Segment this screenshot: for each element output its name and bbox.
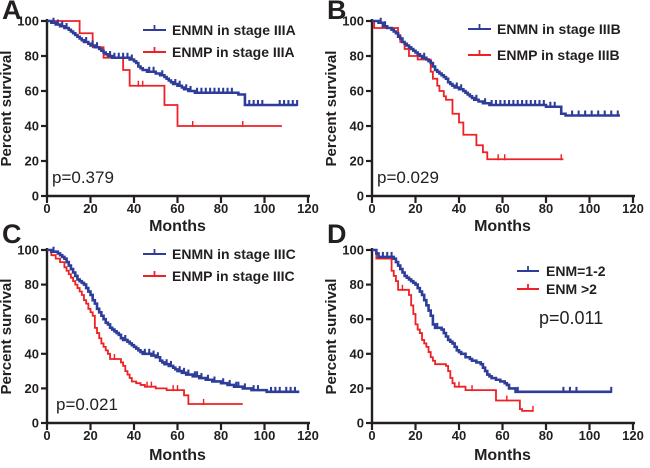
x-tick-label: 20 xyxy=(83,201,97,216)
y-tick-label: 100 xyxy=(17,243,39,258)
y-tick-label: 80 xyxy=(25,277,39,292)
x-tick-label: 80 xyxy=(214,201,228,216)
panel-c: C 0 20 40 60 80 100 0 20 40 60 80 100 120 Months Perce… xyxy=(0,221,325,468)
km-chart-stage-iiic: 0 20 40 60 80 100 0 20 40 60 80 100 120 Months Percent… xyxy=(0,243,319,465)
x-tick-label: 120 xyxy=(622,201,644,216)
x-tick-label: 60 xyxy=(170,201,184,216)
km-chart-stage-iiia: 0 20 40 60 80 100 0 20 40 60 80 100 120 Months Percent… xyxy=(0,14,319,236)
p-value-label: p=0.021 xyxy=(56,395,118,414)
y-tick-label: 0 xyxy=(357,416,364,431)
km-chart-stage-iiib: 0 20 40 60 80 100 0 20 40 60 80 100 120 Months Percent… xyxy=(323,14,644,236)
legend-label: ENMP in stage IIIB xyxy=(497,47,620,63)
y-tick-label: 40 xyxy=(350,346,364,361)
y-tick-label: 40 xyxy=(350,119,364,134)
x-tick-label: 0 xyxy=(43,428,50,443)
x-tick-label: 0 xyxy=(368,201,375,216)
x-tick-label: 120 xyxy=(297,201,319,216)
x-axis-title: Months xyxy=(474,218,531,235)
km-curve-blue xyxy=(372,19,620,117)
x-tick-label: 20 xyxy=(83,428,97,443)
x-tick-label: 60 xyxy=(495,428,509,443)
y-tick-label: 40 xyxy=(25,119,39,134)
x-axis-title: Months xyxy=(149,447,206,464)
km-curve-blue xyxy=(47,19,298,107)
y-tick-label: 60 xyxy=(25,84,39,99)
panel-d: D 0 20 40 60 80 100 0 20 40 60 80 100 120 Months Perce… xyxy=(323,221,650,468)
y-tick-label: 60 xyxy=(350,84,364,99)
y-axis-title: Percent survival xyxy=(0,279,15,395)
panel-letter-d: D xyxy=(327,219,347,249)
km-curve-red xyxy=(47,20,282,127)
y-tick-label: 100 xyxy=(342,243,364,258)
y-tick-label: 20 xyxy=(350,154,364,169)
y-tick-label: 80 xyxy=(350,49,364,64)
p-value-label: p=0.011 xyxy=(539,308,603,328)
legend-label: ENMN in stage IIIC xyxy=(172,246,296,262)
y-tick-label: 60 xyxy=(25,312,39,327)
x-tick-label: 100 xyxy=(254,201,276,216)
p-value-label: p=0.029 xyxy=(377,168,439,187)
km-curve-red xyxy=(372,20,564,161)
y-tick-label: 0 xyxy=(32,416,39,431)
y-axis-title: Percent survival xyxy=(323,279,340,395)
y-tick-label: 80 xyxy=(350,277,364,292)
x-tick-label: 80 xyxy=(214,428,228,443)
x-axis-title: Months xyxy=(474,447,531,464)
panel-b: B 0 20 40 60 80 100 0 20 40 60 80 100 120 Months Perce… xyxy=(323,0,650,236)
x-tick-label: 80 xyxy=(539,201,553,216)
x-tick-label: 20 xyxy=(408,428,422,443)
y-axis-title: Percent survival xyxy=(0,51,15,167)
km-curve-red xyxy=(372,249,533,412)
y-axis-title: Percent survival xyxy=(323,51,340,167)
km-curve-blue xyxy=(47,248,300,394)
x-tick-label: 120 xyxy=(297,428,319,443)
x-tick-label: 40 xyxy=(452,201,466,216)
y-tick-label: 100 xyxy=(17,14,39,29)
x-tick-label: 120 xyxy=(622,428,644,443)
x-tick-label: 100 xyxy=(579,201,601,216)
legend-label: ENMN in stage IIIB xyxy=(497,21,621,37)
y-tick-label: 20 xyxy=(25,381,39,396)
legend-label: ENM >2 xyxy=(546,281,597,297)
y-tick-label: 80 xyxy=(25,49,39,64)
x-tick-label: 40 xyxy=(127,201,141,216)
panel-letter-a: A xyxy=(2,0,22,25)
y-tick-label: 100 xyxy=(342,14,364,29)
x-tick-label: 0 xyxy=(43,201,50,216)
x-tick-label: 40 xyxy=(452,428,466,443)
p-value-label: p=0.379 xyxy=(52,168,114,187)
panel-letter-b: B xyxy=(327,0,347,25)
x-tick-label: 100 xyxy=(254,428,276,443)
x-tick-label: 0 xyxy=(368,428,375,443)
x-tick-label: 60 xyxy=(495,201,509,216)
y-tick-label: 40 xyxy=(25,346,39,361)
panel-letter-c: C xyxy=(2,219,22,249)
x-axis-title: Months xyxy=(149,218,206,235)
y-tick-label: 20 xyxy=(350,381,364,396)
legend-label: ENMP in stage IIIA xyxy=(172,44,295,60)
y-tick-label: 0 xyxy=(357,189,364,204)
y-tick-label: 60 xyxy=(350,312,364,327)
x-tick-label: 80 xyxy=(539,428,553,443)
x-tick-label: 40 xyxy=(127,428,141,443)
km-chart-enm-count: 0 20 40 60 80 100 0 20 40 60 80 100 120 Months Percent… xyxy=(323,243,644,465)
legend-label: ENMP in stage IIIC xyxy=(172,268,295,284)
x-tick-label: 100 xyxy=(579,428,601,443)
km-curve-blue xyxy=(372,248,612,394)
y-tick-label: 20 xyxy=(25,154,39,169)
x-tick-label: 20 xyxy=(408,201,422,216)
km-curve-red xyxy=(47,249,243,405)
panel-a: A 0 20 40 60 80 100 0 20 40 60 80 100 120 Months Perce… xyxy=(0,0,325,236)
y-tick-label: 0 xyxy=(32,189,39,204)
legend-label: ENMN in stage IIIA xyxy=(172,22,296,38)
x-tick-label: 60 xyxy=(170,428,184,443)
legend-label: ENM=1-2 xyxy=(546,263,606,279)
